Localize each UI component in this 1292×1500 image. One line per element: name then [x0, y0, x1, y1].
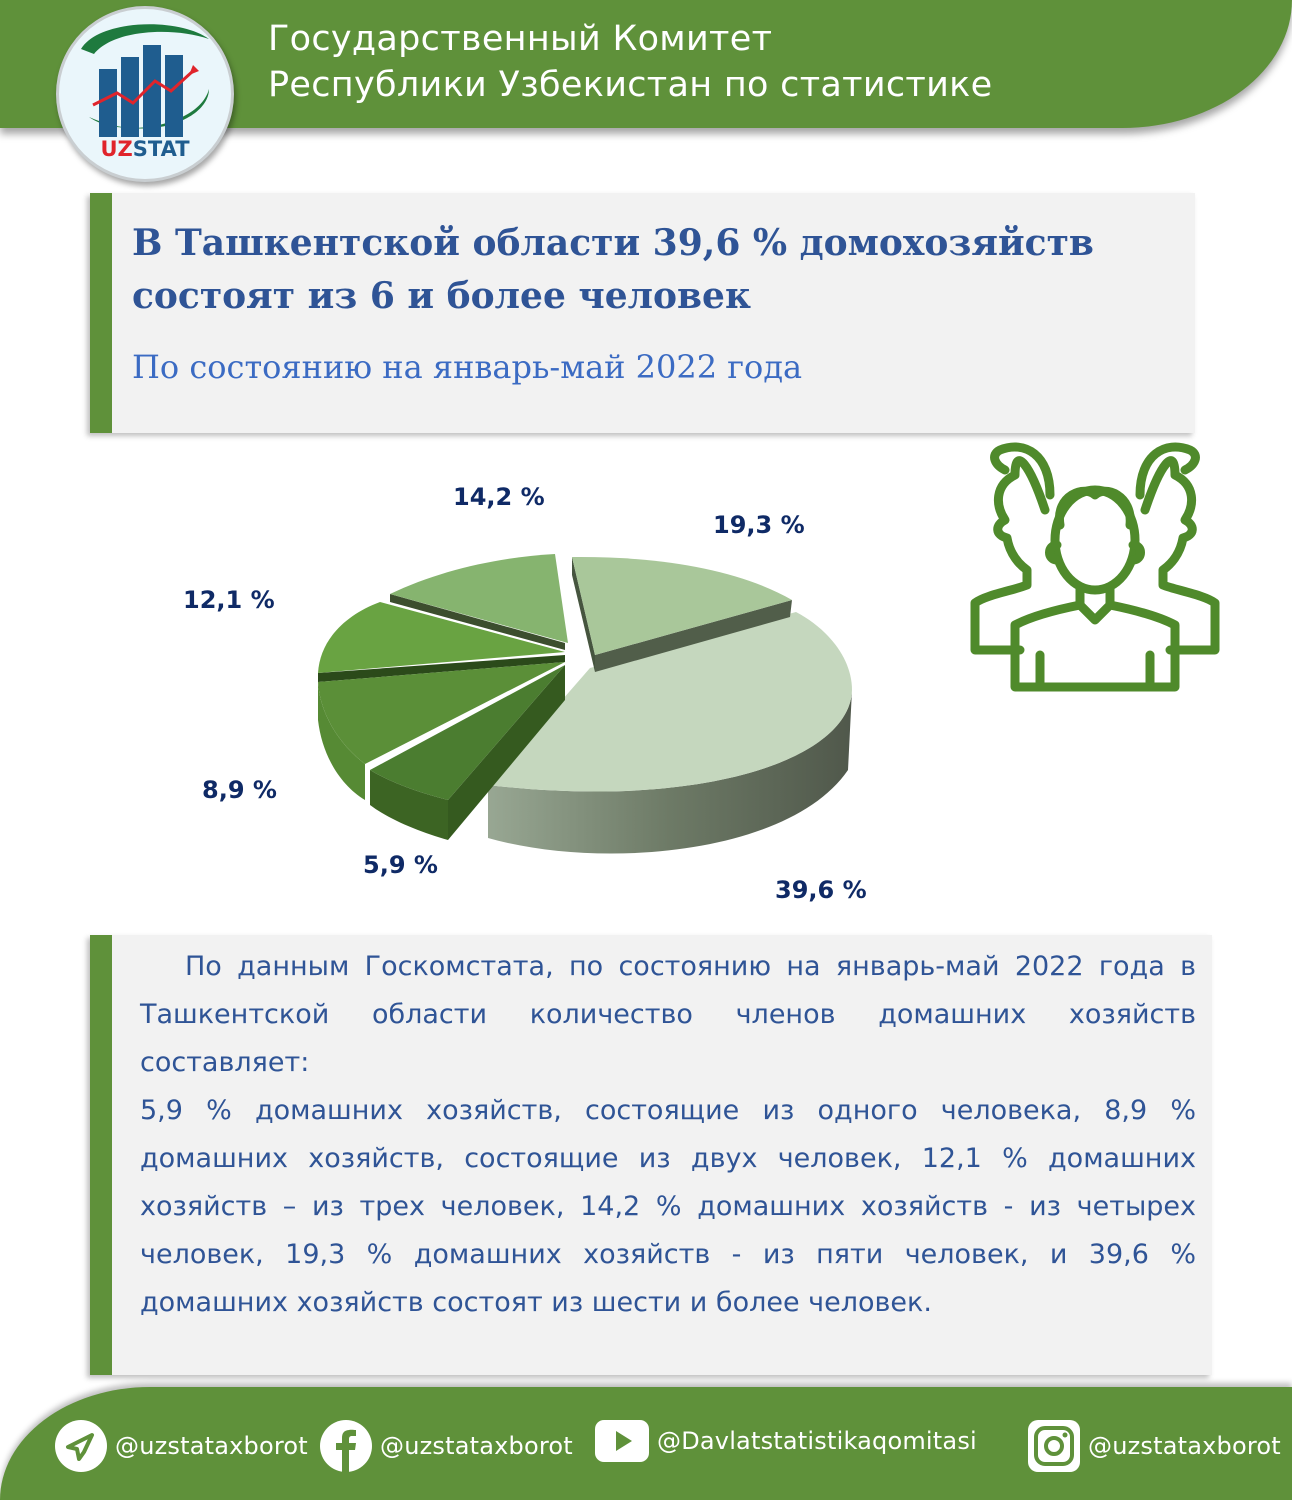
logo-text-uz: UZ — [100, 137, 133, 161]
headline-line2: состоят из 6 и более человек — [132, 275, 751, 317]
headline: В Ташкентской области 39,6 % домохозяйст… — [132, 217, 1172, 323]
header-title: Государственный Комитет Республики Узбек… — [268, 16, 992, 108]
youtube-icon — [595, 1420, 649, 1462]
pie-label-6-plus-persons: 39,6 % — [775, 876, 867, 904]
description-paragraph-1: По данным Госкомстата, по состоянию на я… — [140, 951, 1196, 1078]
header-title-line2: Республики Узбекистан по статистике — [268, 65, 993, 105]
pie-chart-graphic — [318, 554, 852, 854]
telegram-icon — [55, 1420, 107, 1472]
telegram-handle: @uzstataxborot — [115, 1432, 308, 1460]
instagram-handle: @uzstataxborot — [1088, 1432, 1281, 1460]
social-facebook[interactable]: @uzstataxborot — [320, 1420, 573, 1472]
description-paragraph-2: 5,9 % домашних хозяйств, состоящие из од… — [140, 1095, 1196, 1318]
header-title-line1: Государственный Комитет — [268, 19, 773, 59]
social-telegram[interactable]: @uzstataxborot — [55, 1420, 308, 1472]
pie-label-1-person: 5,9 % — [363, 851, 438, 879]
people-group-icon — [970, 442, 1220, 692]
youtube-handle: @Davlatstatistikaqomitasi — [657, 1427, 977, 1455]
description-panel: По данным Госкомстата, по состоянию на я… — [90, 935, 1212, 1375]
accent-bar — [90, 935, 112, 1375]
headline-line1: В Ташкентской области 39,6 % домохозяйст… — [132, 222, 1094, 264]
pie-label-2-persons: 8,9 % — [202, 776, 277, 804]
pie-label-5-persons: 19,3 % — [713, 511, 805, 539]
description-text: По данным Госкомстата, по состоянию на я… — [140, 943, 1196, 1327]
facebook-handle: @uzstataxborot — [380, 1432, 573, 1460]
logo-chart-icon — [81, 24, 209, 137]
uzstat-logo: UZSTAT — [56, 6, 234, 182]
logo-text: UZSTAT — [59, 137, 231, 161]
accent-bar — [90, 193, 112, 433]
footer-banner: @uzstataxborot @uzstataxborot @Davlatsta… — [0, 1387, 1292, 1500]
social-instagram[interactable]: @uzstataxborot — [1028, 1420, 1281, 1472]
pie-chart: 14,2 % 19,3 % 12,1 % 8,9 % 5,9 % 39,6 % — [150, 460, 910, 920]
instagram-icon — [1028, 1420, 1080, 1472]
pie-label-4-persons: 14,2 % — [453, 483, 545, 511]
pie-label-3-persons: 12,1 % — [183, 586, 275, 614]
subtitle: По состоянию на январь-май 2022 года — [132, 348, 803, 386]
social-youtube[interactable]: @Davlatstatistikaqomitasi — [595, 1420, 977, 1462]
facebook-icon — [320, 1420, 372, 1472]
logo-text-stat: STAT — [132, 137, 190, 161]
title-panel: В Ташкентской области 39,6 % домохозяйст… — [90, 193, 1195, 433]
